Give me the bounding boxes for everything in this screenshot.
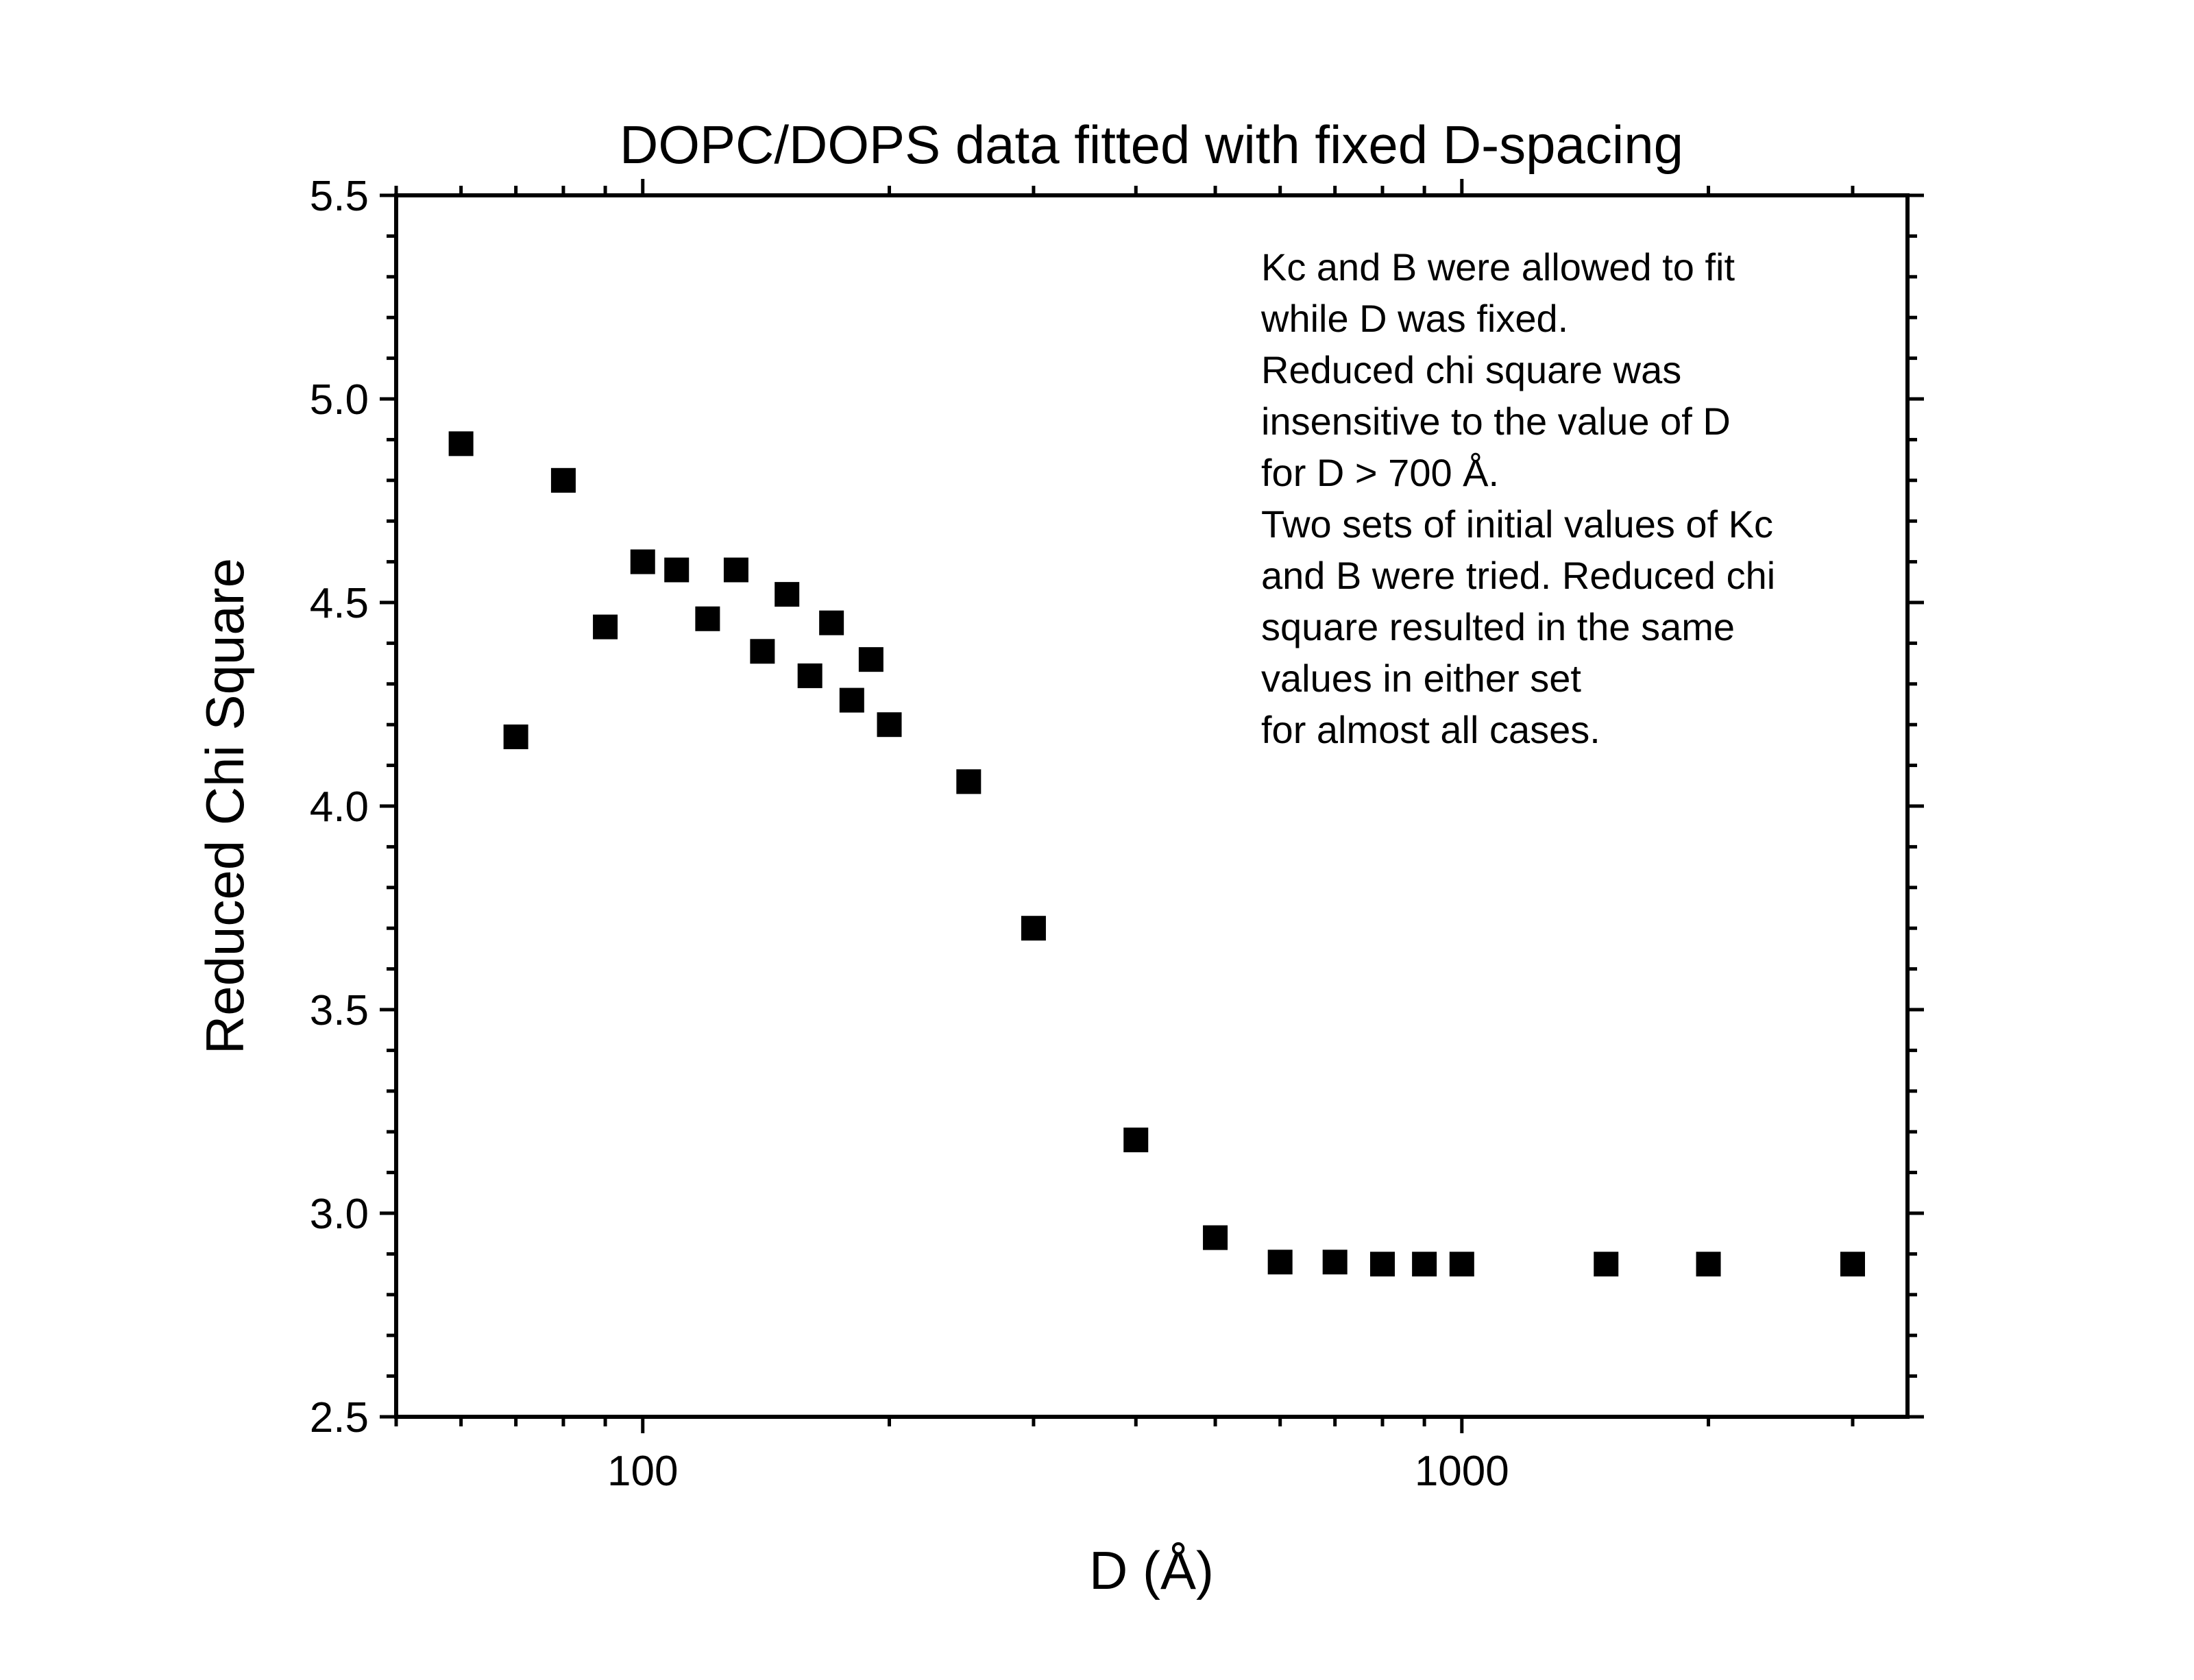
data-point xyxy=(593,614,618,640)
y-tick-label: 5.5 xyxy=(310,173,369,220)
annotation-line: values in either set xyxy=(1261,657,1581,700)
y-tick-label: 4.0 xyxy=(310,783,369,831)
annotation-line: insensitive to the value of D xyxy=(1261,400,1731,443)
y-tick-label: 2.5 xyxy=(310,1394,369,1441)
annotation-block: Kc and B were allowed to fit while D was… xyxy=(1260,245,1775,751)
x-tick-label: 1000 xyxy=(1415,1448,1509,1495)
data-point xyxy=(695,606,720,631)
y-axis-label: Reduced Chi Square xyxy=(195,558,255,1054)
data-point xyxy=(797,663,822,688)
data-point xyxy=(1696,1252,1721,1277)
data-point xyxy=(858,647,883,672)
data-point xyxy=(775,582,800,607)
data-point xyxy=(448,431,474,456)
data-point xyxy=(723,557,748,583)
data-point xyxy=(664,557,690,583)
data-point xyxy=(1322,1250,1348,1275)
x-tick-label: 100 xyxy=(607,1448,678,1495)
data-point xyxy=(1594,1252,1619,1277)
annotation-line: Reduced chi square was xyxy=(1261,348,1681,391)
annotation-line: Two sets of initial values of Kc xyxy=(1261,502,1773,546)
plot-frame xyxy=(394,193,1910,1419)
annotation-line: and B were tried. Reduced chi xyxy=(1261,554,1775,597)
data-point xyxy=(819,610,844,635)
annotation-line: Kc and B were allowed to fit xyxy=(1261,245,1735,289)
y-tick-label: 5.0 xyxy=(310,376,369,424)
y-tick-label: 3.0 xyxy=(310,1191,369,1238)
data-point xyxy=(1267,1250,1293,1275)
data-point xyxy=(550,467,576,493)
data-point xyxy=(503,725,528,750)
data-point xyxy=(1840,1252,1865,1277)
annotation-line: while D was fixed. xyxy=(1260,297,1568,340)
data-point xyxy=(630,549,655,574)
data-point xyxy=(956,769,982,794)
data-point xyxy=(877,712,902,738)
annotation-line: for almost all cases. xyxy=(1261,708,1600,751)
data-point xyxy=(839,687,864,713)
data-point xyxy=(1123,1128,1149,1153)
y-tick-label: 4.5 xyxy=(310,580,369,627)
data-point xyxy=(1021,916,1046,941)
data-point xyxy=(1203,1225,1228,1250)
data-points xyxy=(448,431,1865,1277)
x-axis-label: D (Å) xyxy=(1089,1540,1214,1600)
annotation-line: square resulted in the same xyxy=(1261,605,1735,648)
data-point xyxy=(1412,1252,1437,1277)
chart-title: DOPC/DOPS data fitted with fixed D-spaci… xyxy=(620,114,1683,175)
y-tick-label: 3.5 xyxy=(310,987,369,1034)
data-point xyxy=(1449,1252,1474,1277)
annotation-line: for D > 700 Å. xyxy=(1261,451,1499,494)
data-point xyxy=(750,639,775,664)
data-point xyxy=(1369,1252,1395,1277)
axis-ticks: 2.5 3.0 3.5 4.0 4.5 5.0 5.5 100 1000 xyxy=(310,173,1924,1495)
